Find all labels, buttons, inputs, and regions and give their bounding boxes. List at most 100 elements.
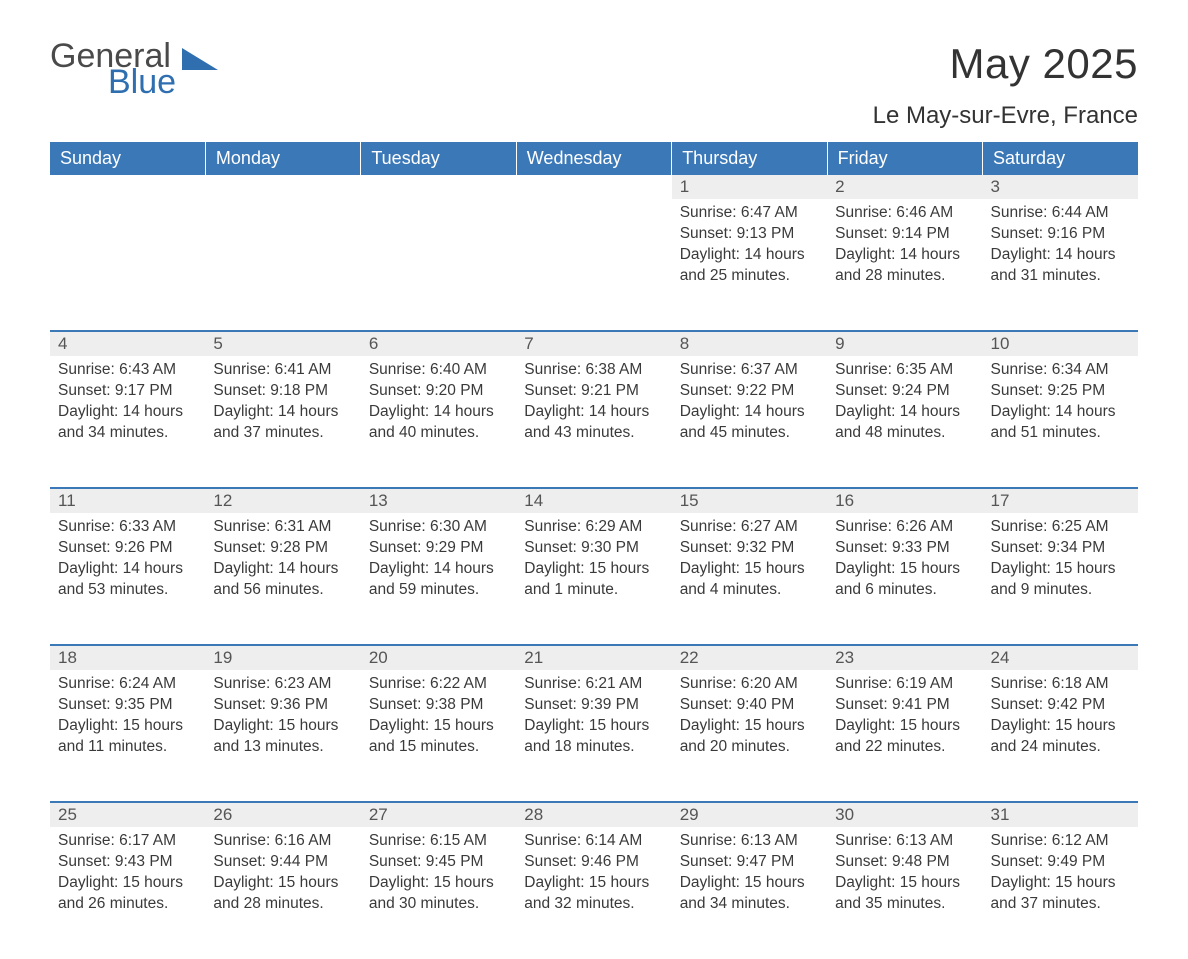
day-content-cell: Sunrise: 6:37 AMSunset: 9:22 PMDaylight:…: [672, 356, 827, 488]
day-info-line: Sunrise: 6:37 AM: [680, 360, 819, 381]
day-info-line: Daylight: 15 hours and 1 minute.: [524, 559, 663, 601]
day-content-cell: Sunrise: 6:31 AMSunset: 9:28 PMDaylight:…: [205, 513, 360, 645]
day-content-cell: Sunrise: 6:44 AMSunset: 9:16 PMDaylight:…: [983, 199, 1138, 331]
day-info-line: Sunrise: 6:27 AM: [680, 517, 819, 538]
day-info-line: Sunset: 9:14 PM: [835, 224, 974, 245]
day-content-cell: Sunrise: 6:13 AMSunset: 9:47 PMDaylight:…: [672, 827, 827, 959]
day-content-cell: Sunrise: 6:18 AMSunset: 9:42 PMDaylight:…: [983, 670, 1138, 802]
day-content-cell: Sunrise: 6:17 AMSunset: 9:43 PMDaylight:…: [50, 827, 205, 959]
day-info-line: Sunset: 9:29 PM: [369, 538, 508, 559]
day-number-cell: 3: [983, 175, 1138, 199]
day-content-cell: [50, 199, 205, 331]
day-info-line: Daylight: 14 hours and 59 minutes.: [369, 559, 508, 601]
day-info-line: Sunrise: 6:33 AM: [58, 517, 197, 538]
day-info-line: Daylight: 15 hours and 24 minutes.: [991, 716, 1130, 758]
calendar-table: SundayMondayTuesdayWednesdayThursdayFrid…: [50, 142, 1138, 959]
day-info-line: Sunset: 9:20 PM: [369, 381, 508, 402]
weekday-header: Tuesday: [361, 142, 516, 175]
day-number-cell: 23: [827, 645, 982, 670]
day-info-line: Sunset: 9:35 PM: [58, 695, 197, 716]
day-info-line: Sunrise: 6:34 AM: [991, 360, 1130, 381]
day-content-cell: Sunrise: 6:34 AMSunset: 9:25 PMDaylight:…: [983, 356, 1138, 488]
day-content-cell: Sunrise: 6:38 AMSunset: 9:21 PMDaylight:…: [516, 356, 671, 488]
day-info-line: Sunset: 9:33 PM: [835, 538, 974, 559]
day-info-line: Daylight: 15 hours and 30 minutes.: [369, 873, 508, 915]
day-number-cell: 28: [516, 802, 671, 827]
day-info-line: Sunset: 9:21 PM: [524, 381, 663, 402]
day-content-cell: Sunrise: 6:27 AMSunset: 9:32 PMDaylight:…: [672, 513, 827, 645]
day-info-line: Daylight: 15 hours and 4 minutes.: [680, 559, 819, 601]
day-info-line: Daylight: 15 hours and 37 minutes.: [991, 873, 1130, 915]
day-info-line: Sunrise: 6:20 AM: [680, 674, 819, 695]
day-info-line: Sunrise: 6:38 AM: [524, 360, 663, 381]
day-info-line: Daylight: 15 hours and 32 minutes.: [524, 873, 663, 915]
day-number-cell: 1: [672, 175, 827, 199]
brand-triangle-icon: [182, 46, 222, 74]
day-info-line: Sunrise: 6:19 AM: [835, 674, 974, 695]
day-content-cell: Sunrise: 6:47 AMSunset: 9:13 PMDaylight:…: [672, 199, 827, 331]
day-number-cell: 8: [672, 331, 827, 356]
day-number-cell: [50, 175, 205, 199]
day-number-cell: 25: [50, 802, 205, 827]
day-content-cell: Sunrise: 6:22 AMSunset: 9:38 PMDaylight:…: [361, 670, 516, 802]
day-info-line: Daylight: 14 hours and 28 minutes.: [835, 245, 974, 287]
day-number-cell: 13: [361, 488, 516, 513]
day-number-cell: 20: [361, 645, 516, 670]
day-number-cell: 26: [205, 802, 360, 827]
day-content-cell: Sunrise: 6:16 AMSunset: 9:44 PMDaylight:…: [205, 827, 360, 959]
day-info-line: Sunset: 9:25 PM: [991, 381, 1130, 402]
day-content-cell: Sunrise: 6:12 AMSunset: 9:49 PMDaylight:…: [983, 827, 1138, 959]
location-label: Le May-sur-Evre, France: [873, 102, 1138, 130]
day-info-line: Sunrise: 6:23 AM: [213, 674, 352, 695]
day-content-cell: Sunrise: 6:33 AMSunset: 9:26 PMDaylight:…: [50, 513, 205, 645]
day-content-cell: Sunrise: 6:25 AMSunset: 9:34 PMDaylight:…: [983, 513, 1138, 645]
day-content-cell: Sunrise: 6:15 AMSunset: 9:45 PMDaylight:…: [361, 827, 516, 959]
weekday-header: Friday: [827, 142, 982, 175]
weekday-header: Sunday: [50, 142, 205, 175]
day-info-line: Daylight: 14 hours and 37 minutes.: [213, 402, 352, 444]
day-info-line: Daylight: 15 hours and 22 minutes.: [835, 716, 974, 758]
day-info-line: Sunrise: 6:41 AM: [213, 360, 352, 381]
day-info-line: Sunset: 9:44 PM: [213, 852, 352, 873]
day-info-line: Sunset: 9:30 PM: [524, 538, 663, 559]
day-info-line: Sunset: 9:45 PM: [369, 852, 508, 873]
day-info-line: Sunset: 9:24 PM: [835, 381, 974, 402]
day-number-cell: 19: [205, 645, 360, 670]
day-content-cell: Sunrise: 6:26 AMSunset: 9:33 PMDaylight:…: [827, 513, 982, 645]
day-info-line: Sunrise: 6:31 AM: [213, 517, 352, 538]
day-number-cell: 24: [983, 645, 1138, 670]
day-number-cell: 14: [516, 488, 671, 513]
day-number-cell: 4: [50, 331, 205, 356]
day-info-line: Daylight: 14 hours and 48 minutes.: [835, 402, 974, 444]
day-content-cell: Sunrise: 6:14 AMSunset: 9:46 PMDaylight:…: [516, 827, 671, 959]
day-info-line: Sunrise: 6:22 AM: [369, 674, 508, 695]
day-info-line: Sunset: 9:26 PM: [58, 538, 197, 559]
day-number-cell: 17: [983, 488, 1138, 513]
day-info-line: Daylight: 14 hours and 45 minutes.: [680, 402, 819, 444]
day-content-cell: Sunrise: 6:29 AMSunset: 9:30 PMDaylight:…: [516, 513, 671, 645]
page-title: May 2025: [873, 40, 1138, 88]
brand-word-2: Blue: [108, 66, 176, 98]
day-info-line: Sunset: 9:32 PM: [680, 538, 819, 559]
day-number-cell: 22: [672, 645, 827, 670]
day-number-cell: 9: [827, 331, 982, 356]
day-info-line: Sunrise: 6:13 AM: [680, 831, 819, 852]
day-info-line: Sunset: 9:49 PM: [991, 852, 1130, 873]
day-number-cell: 7: [516, 331, 671, 356]
day-info-line: Sunset: 9:34 PM: [991, 538, 1130, 559]
day-content-cell: Sunrise: 6:43 AMSunset: 9:17 PMDaylight:…: [50, 356, 205, 488]
day-number-cell: 18: [50, 645, 205, 670]
day-content-cell: Sunrise: 6:21 AMSunset: 9:39 PMDaylight:…: [516, 670, 671, 802]
header: General Blue May 2025 Le May-sur-Evre, F…: [50, 40, 1138, 130]
day-info-line: Sunset: 9:41 PM: [835, 695, 974, 716]
day-info-line: Sunset: 9:43 PM: [58, 852, 197, 873]
day-info-line: Sunset: 9:13 PM: [680, 224, 819, 245]
day-info-line: Sunset: 9:39 PM: [524, 695, 663, 716]
day-content-cell: Sunrise: 6:40 AMSunset: 9:20 PMDaylight:…: [361, 356, 516, 488]
day-info-line: Daylight: 15 hours and 11 minutes.: [58, 716, 197, 758]
day-number-cell: 31: [983, 802, 1138, 827]
day-info-line: Daylight: 14 hours and 25 minutes.: [680, 245, 819, 287]
day-info-line: Daylight: 15 hours and 26 minutes.: [58, 873, 197, 915]
weekday-header: Monday: [205, 142, 360, 175]
day-number-cell: 30: [827, 802, 982, 827]
